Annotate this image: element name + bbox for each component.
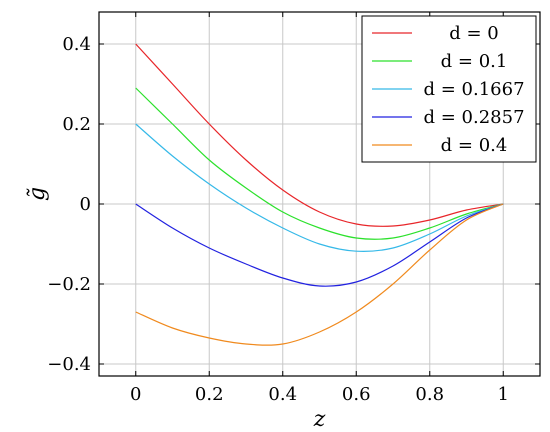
- y-tick-label: 0: [80, 194, 91, 215]
- plot-frame: [98, 11, 541, 377]
- axis-ticks: 0 0.2 0.4 0.6 0.8 1 −0.4 −0.2 0 0.2 0.4: [47, 12, 540, 405]
- series-line-2: [135, 123, 504, 252]
- legend-label: d = 0.1667: [423, 79, 524, 100]
- y-tick-label: 0.2: [62, 114, 91, 135]
- x-tick-label: 1: [498, 384, 509, 405]
- x-tick-label: 0.4: [268, 384, 297, 405]
- series-line-4: [135, 203, 504, 346]
- series-line-3: [135, 203, 504, 287]
- y-tick-label: −0.2: [47, 274, 91, 295]
- legend-label: d = 0.2857: [423, 107, 524, 128]
- plot-area: [135, 43, 504, 346]
- legend-label: d = 0.1: [441, 51, 508, 72]
- legend-label: d = 0.4: [441, 135, 508, 156]
- x-tick-label: 0.2: [195, 384, 224, 405]
- y-tick-label: 0.4: [62, 34, 91, 55]
- series-line-0: [135, 43, 504, 227]
- x-axis-label: z: [313, 407, 326, 432]
- x-tick-label: 0.8: [415, 384, 444, 405]
- x-tick-label: 0: [130, 384, 141, 405]
- legend: d = 0 d = 0.1 d = 0.1667 d = 0.2857 d = 0.4: [361, 15, 537, 163]
- y-tick-label: −0.4: [47, 354, 91, 375]
- legend-label: d = 0: [449, 23, 499, 44]
- series-line-1: [135, 87, 504, 240]
- y-axis-label: g̃: [25, 187, 50, 201]
- x-tick-label: 0.6: [342, 384, 371, 405]
